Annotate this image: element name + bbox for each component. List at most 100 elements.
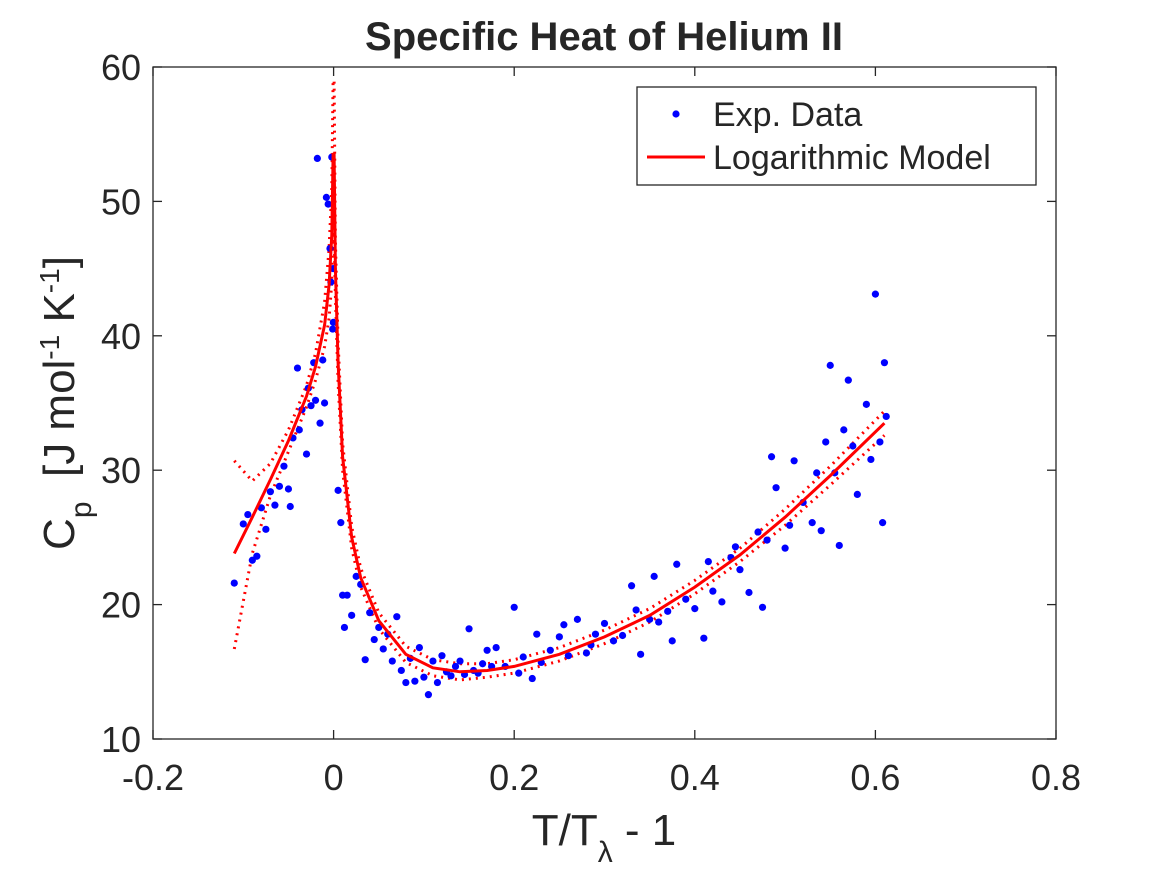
data-point — [871, 290, 880, 298]
legend-label: Exp. Data — [713, 96, 862, 134]
x-tick-label: 0.6 — [850, 757, 900, 798]
data-point — [528, 674, 536, 683]
data-point — [808, 519, 816, 527]
data-point — [280, 462, 288, 470]
data-point — [322, 193, 330, 201]
legend-box — [636, 86, 1037, 186]
data-point — [244, 510, 252, 519]
data-point — [813, 469, 821, 477]
data-point — [609, 637, 618, 645]
data-point — [456, 657, 464, 665]
data-point — [731, 543, 740, 551]
data-point — [862, 400, 870, 408]
data-point — [230, 579, 238, 587]
data-point — [415, 644, 423, 652]
data-point — [533, 630, 541, 638]
data-point — [573, 615, 582, 623]
data-point — [438, 652, 446, 660]
x-axis-label: T/Tλ - 1 — [532, 806, 677, 869]
label-part: -1 — [34, 268, 65, 293]
data-point — [492, 644, 500, 652]
data-point — [555, 633, 563, 641]
data-point — [302, 450, 311, 458]
data-point — [379, 645, 387, 653]
label-part: p — [65, 501, 98, 518]
data-point — [411, 677, 419, 685]
data-point — [786, 521, 794, 529]
data-point — [564, 652, 572, 660]
data-point — [650, 572, 658, 580]
data-point — [790, 457, 798, 465]
data-point — [835, 541, 843, 550]
data-point — [402, 678, 410, 687]
data-point — [319, 356, 327, 364]
data-point — [627, 582, 636, 590]
data-point — [311, 396, 320, 404]
data-point — [880, 359, 889, 367]
data-point — [736, 566, 744, 574]
data-point — [343, 591, 351, 599]
data-point — [700, 634, 708, 642]
data-point — [433, 678, 442, 687]
data-point — [637, 650, 645, 658]
data-point — [275, 482, 284, 490]
data-point — [361, 656, 369, 664]
data-point — [882, 412, 890, 421]
y-tick-label: 20 — [101, 585, 141, 626]
data-point — [239, 520, 247, 528]
data-point — [767, 453, 776, 461]
data-point — [284, 485, 293, 493]
fit-line — [232, 152, 886, 674]
data-point — [388, 657, 396, 665]
data-point — [704, 557, 712, 566]
data-point — [745, 588, 753, 597]
data-point — [840, 426, 848, 434]
y-tick-label: 60 — [101, 47, 141, 88]
data-point — [340, 623, 349, 632]
x-tick-label: 0.2 — [489, 757, 539, 798]
data-point — [582, 649, 591, 657]
legend-swatch — [672, 110, 680, 118]
data-point — [257, 504, 265, 512]
data-point — [352, 572, 360, 580]
data-point — [867, 455, 875, 464]
label-part: T/T — [532, 806, 598, 855]
data-point — [546, 646, 554, 654]
data-point — [682, 595, 690, 603]
data-point — [375, 623, 383, 632]
data-point — [709, 587, 717, 595]
data-point — [822, 438, 830, 446]
data-point — [655, 618, 663, 626]
data-point — [849, 442, 857, 450]
data-point — [324, 200, 332, 208]
data-point — [632, 606, 640, 614]
data-point — [772, 484, 780, 492]
data-point — [853, 490, 861, 498]
data-point — [478, 660, 487, 668]
data-point — [397, 666, 405, 675]
data-point — [844, 376, 852, 384]
x-tick-label: -0.2 — [122, 757, 184, 798]
data-point — [313, 154, 321, 162]
data-point — [293, 364, 302, 372]
data-point — [758, 603, 767, 611]
label-part: [J mol — [35, 360, 84, 502]
data-point — [370, 635, 378, 644]
data-point — [876, 438, 884, 446]
data-point — [295, 426, 303, 434]
legend-label: Logarithmic Model — [713, 139, 991, 177]
data-point — [664, 607, 672, 615]
x-tick-label: 0.8 — [1031, 757, 1081, 798]
data-point — [329, 325, 337, 333]
data-point — [673, 560, 681, 568]
data-point — [329, 318, 337, 326]
data-point — [286, 502, 294, 511]
data-point — [420, 673, 428, 681]
x-tick-label: 0.4 — [670, 757, 720, 798]
data-point — [817, 527, 825, 535]
data-point — [754, 528, 762, 536]
data-point — [366, 609, 374, 617]
data-point — [447, 672, 455, 680]
data-point — [879, 519, 887, 527]
